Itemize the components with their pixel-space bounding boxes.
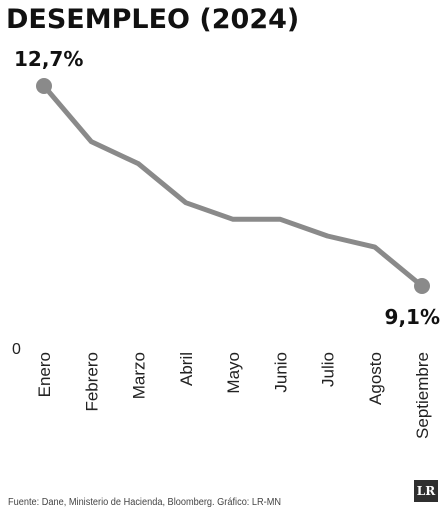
x-tick-label: Septiembre <box>413 352 432 439</box>
x-tick-label: Abril <box>177 352 196 386</box>
chart-title: DESEMPLEO (2024) <box>6 4 300 35</box>
x-tick-label: Agosto <box>366 352 385 405</box>
x-tick-label: Junio <box>271 352 290 393</box>
data-point-first <box>36 78 52 94</box>
y-zero-label: 0 <box>12 341 21 358</box>
x-tick-label: Marzo <box>130 352 149 399</box>
source-note: Fuente: Dane, Ministerio de Hacienda, Bl… <box>8 497 282 508</box>
series-line <box>41 83 425 289</box>
x-tick-label: Julio <box>319 352 338 387</box>
lr-logo: LR <box>414 480 438 502</box>
x-tick-label: Mayo <box>224 352 243 394</box>
data-point-last <box>414 278 430 294</box>
x-tick-label: Enero <box>35 352 54 397</box>
data-label-last: 9,1% <box>385 305 440 329</box>
x-tick-label: Febrero <box>82 352 101 412</box>
data-label-first: 12,7% <box>14 47 83 71</box>
